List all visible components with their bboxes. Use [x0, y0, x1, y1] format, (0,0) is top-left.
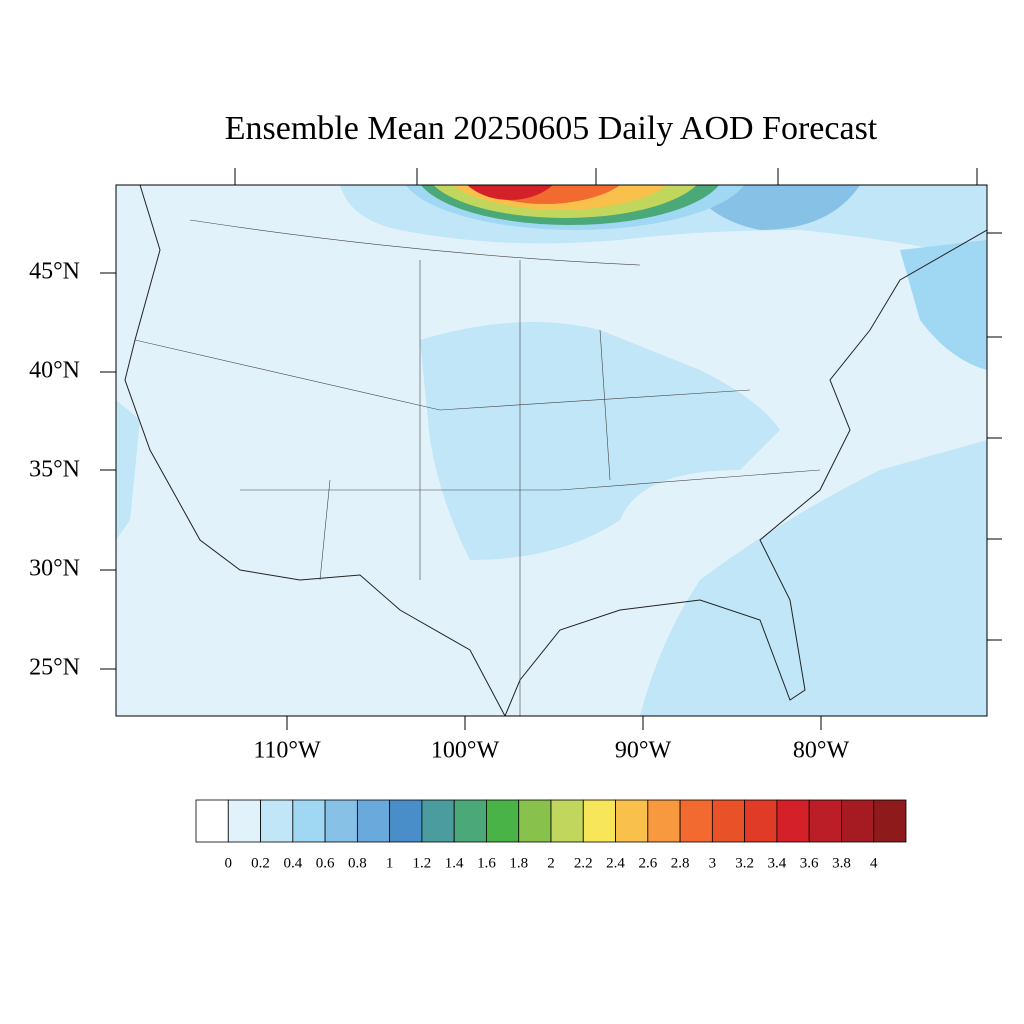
title: Ensemble Mean 20250605 Daily AOD Forecas…	[225, 110, 878, 147]
colorbar-box	[260, 799, 294, 843]
colorbar-label: 3.8	[832, 855, 851, 871]
colorbar-box	[356, 799, 391, 843]
colorbar-label: 2.4	[606, 855, 625, 871]
map-field	[116, 185, 987, 716]
colorbar-label: 0.6	[316, 855, 335, 871]
colorbar-box	[776, 799, 810, 843]
colorbar-label: 4	[870, 855, 878, 871]
colorbar-label: 1.8	[509, 855, 528, 871]
colorbar-label: 3.6	[800, 855, 819, 871]
lat-label: 40°N	[29, 358, 80, 384]
lat-label: 25°N	[29, 655, 80, 681]
smoke-plume	[467, 185, 553, 200]
colorbar-box	[873, 799, 907, 843]
colorbar-box	[486, 799, 520, 843]
colorbar-label: 2	[547, 855, 555, 871]
state-boundaries	[134, 219, 821, 716]
colorbar-box	[292, 799, 326, 843]
lat-label: 45°N	[29, 259, 80, 285]
colorbar-label: 1	[386, 855, 394, 871]
colorbar-label: 0.2	[251, 855, 270, 871]
colorbar-label: 1.2	[413, 855, 432, 871]
colorbar-box	[227, 799, 261, 843]
colorbar-box	[195, 799, 229, 843]
colorbar-label: 1.6	[477, 855, 496, 871]
colorbar-box	[421, 799, 455, 843]
colorbar-box	[550, 799, 584, 843]
colorbar-label: 0	[225, 855, 233, 871]
colorbar-box	[453, 799, 487, 843]
lat-label: 35°N	[29, 457, 80, 483]
colorbar-label: 0.4	[283, 855, 302, 871]
colorbar-box	[324, 799, 358, 843]
lon-label: 100°W	[431, 738, 500, 764]
aod-region	[420, 322, 780, 560]
colorbar-box	[711, 799, 746, 843]
aod-region	[900, 240, 987, 370]
colorbar-label: 3.4	[768, 855, 787, 871]
colorbar-box	[744, 799, 778, 843]
colorbar-label: 0.8	[348, 855, 367, 871]
frame-ticks	[100, 168, 1002, 730]
colorbar-box	[679, 799, 713, 843]
aod-region	[116, 400, 140, 540]
map-frame	[115, 184, 988, 717]
colorbar-box	[582, 799, 616, 843]
colorbar-label: 3	[709, 855, 717, 871]
colorbar-box	[518, 799, 552, 843]
colorbar-box	[647, 799, 681, 843]
colorbar-box	[389, 799, 423, 843]
colorbar-label: 1.4	[445, 855, 464, 871]
colorbar-label: 2.2	[574, 855, 593, 871]
lon-label: 80°W	[793, 738, 850, 764]
coastline	[124, 185, 987, 716]
lon-label: 110°W	[253, 738, 321, 764]
colorbar-label: 2.8	[671, 855, 690, 871]
colorbar-box	[808, 799, 842, 843]
colorbar-box	[841, 799, 875, 843]
aod-region	[690, 185, 860, 230]
lon-label: 90°W	[615, 738, 672, 764]
colorbar-label: 2.6	[638, 855, 657, 871]
colorbar-label: 3.2	[735, 855, 754, 871]
lat-label: 30°N	[29, 556, 80, 582]
colorbar-box	[615, 799, 649, 843]
aod-region	[640, 440, 987, 716]
